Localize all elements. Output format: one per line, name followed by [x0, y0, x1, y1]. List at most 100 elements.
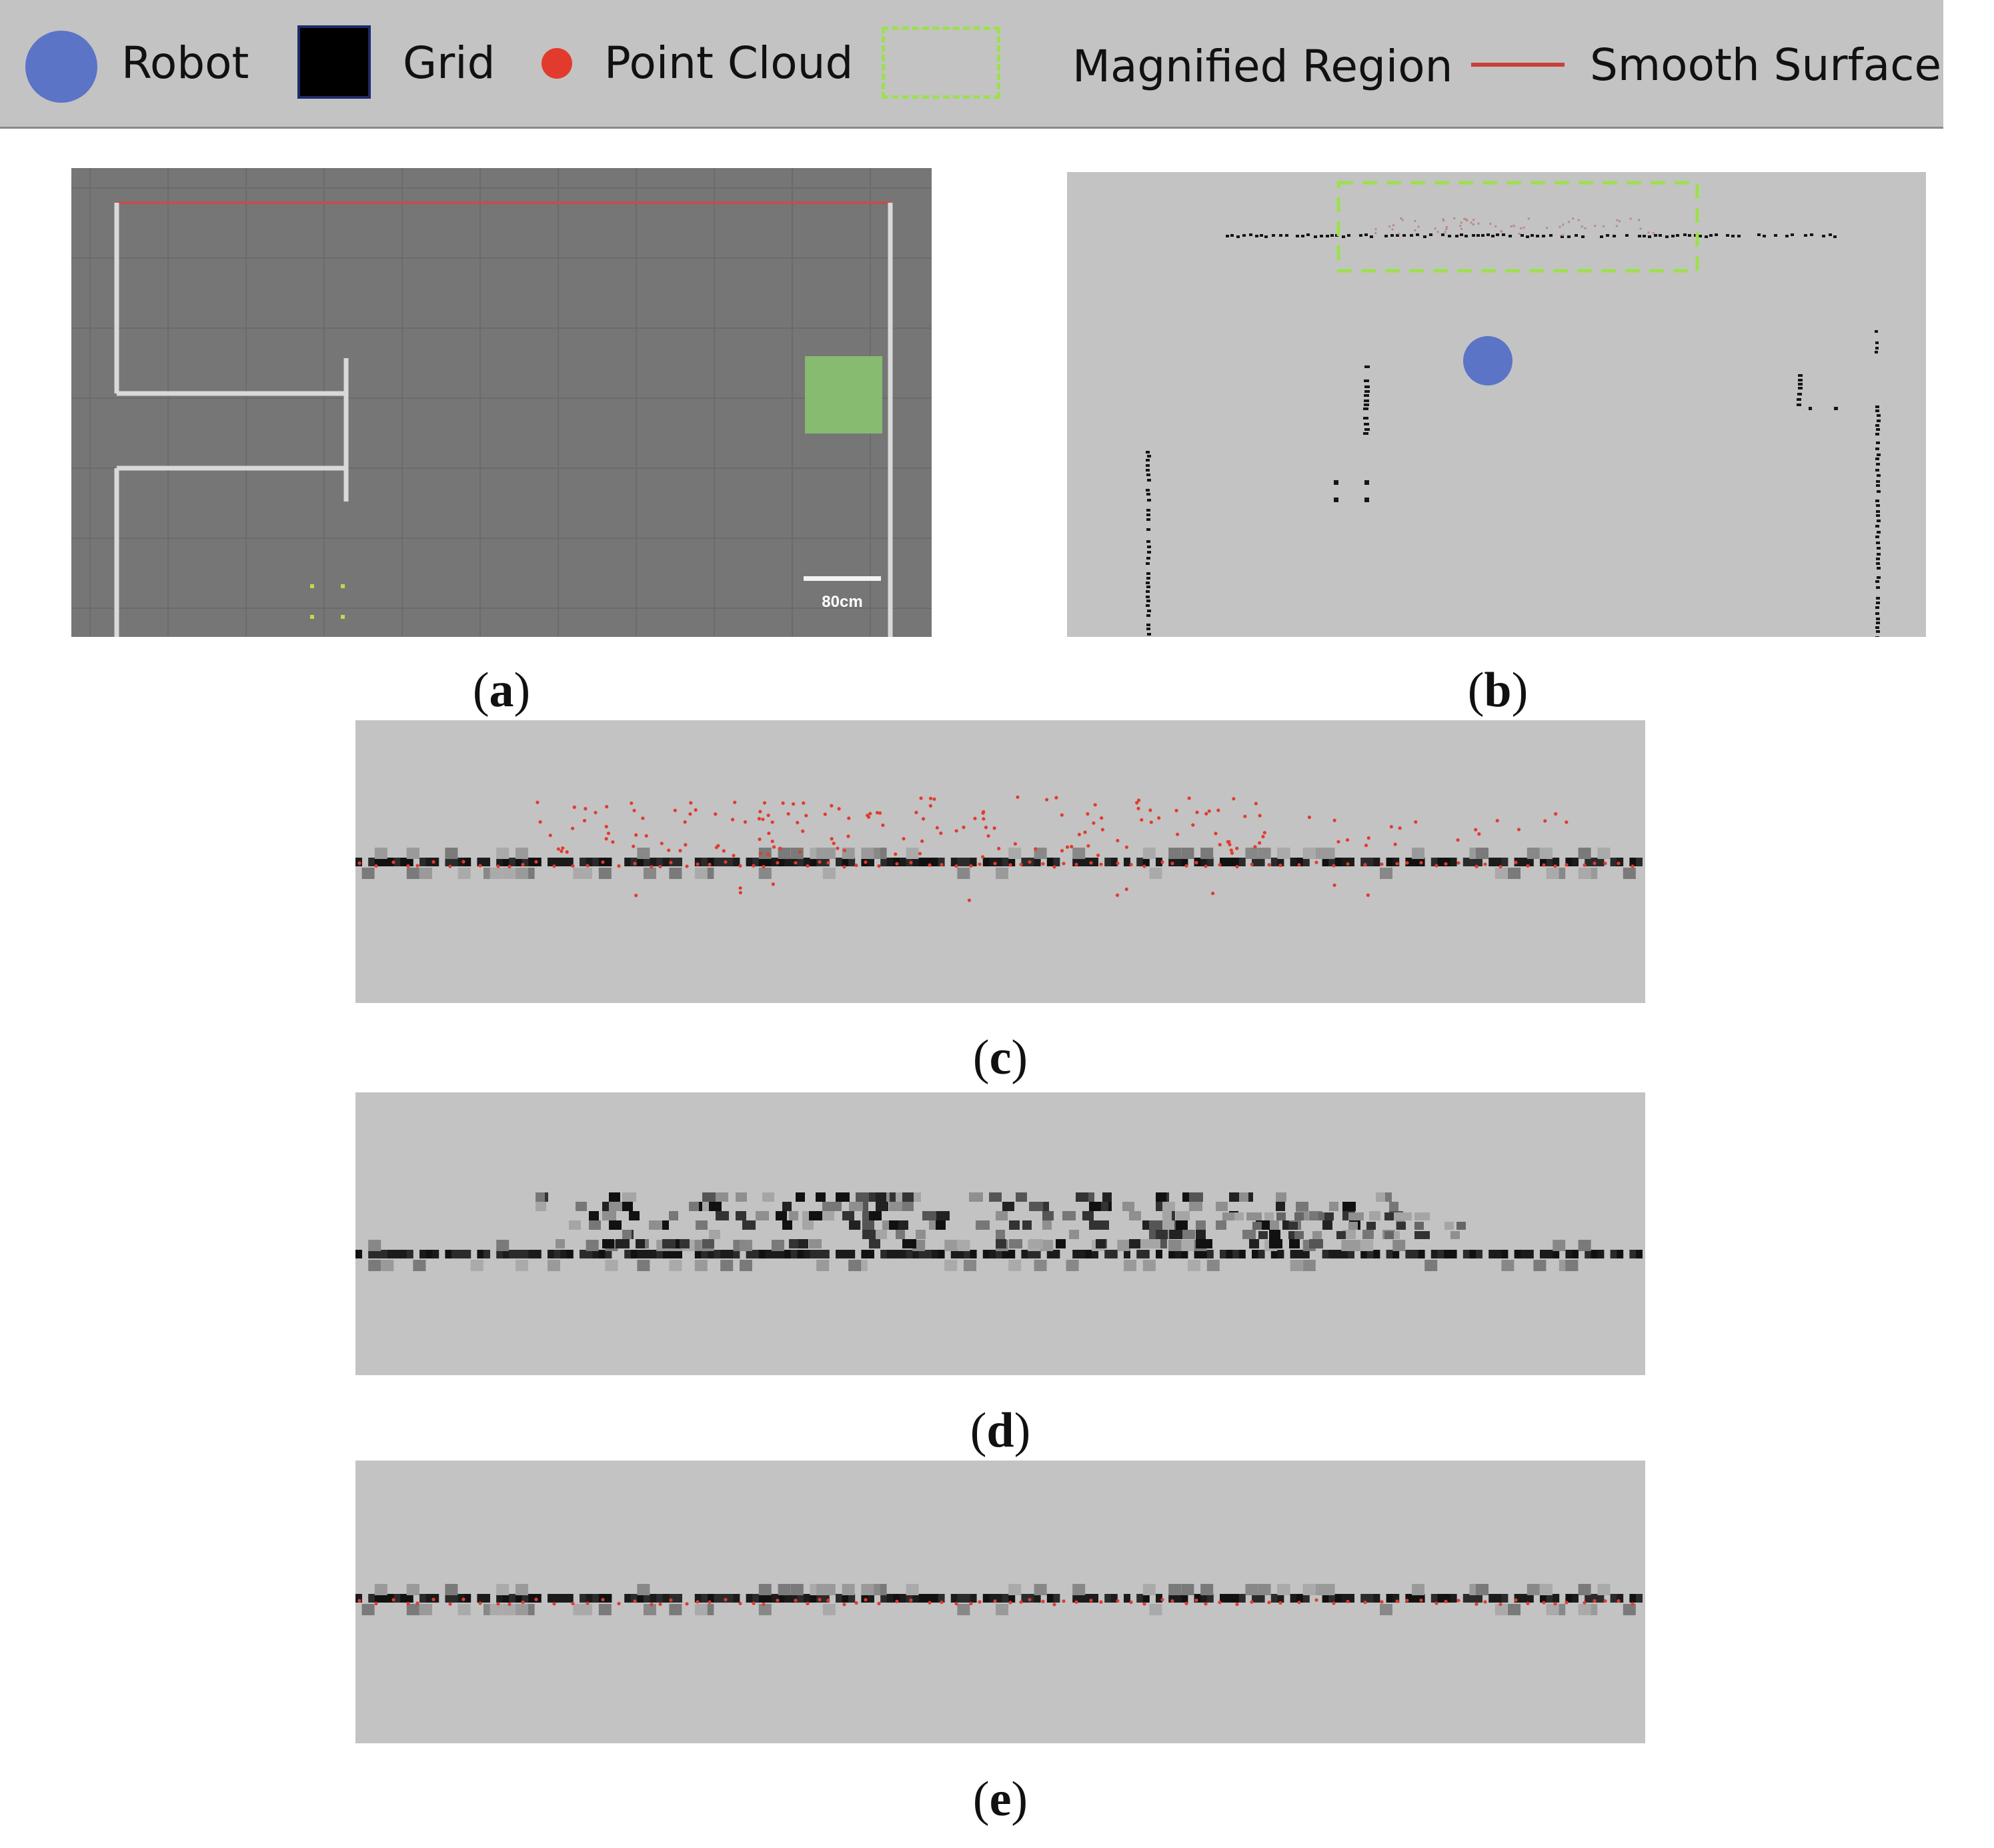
- grid-cell: [580, 1594, 586, 1603]
- grid-cell: [381, 858, 388, 866]
- grid-cell: [772, 1594, 778, 1603]
- panel-b-point: [1398, 233, 1400, 235]
- grid-cell-shade: [694, 1604, 708, 1615]
- grid-cell: [445, 1250, 452, 1258]
- grid-cell: [445, 858, 452, 866]
- panel-b-cell: [1757, 233, 1761, 236]
- point-cloud-point: [1393, 842, 1397, 846]
- grid-cell: [1028, 1250, 1034, 1258]
- point-cloud-point: [1456, 838, 1460, 842]
- grid-cell: [669, 1594, 676, 1603]
- grid-cell-shade: [1578, 1604, 1591, 1615]
- grid-cell: [1386, 858, 1393, 866]
- grid-cell: [1270, 1594, 1278, 1603]
- grid-cell: [374, 1594, 381, 1603]
- panel-b-point: [1391, 228, 1394, 231]
- grid-cell-shade: [1124, 1260, 1136, 1271]
- grid-cell: [726, 1250, 734, 1258]
- panel-b-cell: [1833, 235, 1837, 238]
- grid-cell-shade: [944, 1240, 958, 1251]
- panel-b-cell: [1575, 234, 1578, 237]
- grid-cell: [1591, 1250, 1598, 1258]
- grid-cell-noise: [589, 1220, 601, 1230]
- grid-cell: [1290, 858, 1297, 866]
- point-cloud-point: [733, 800, 737, 804]
- grid-cell: [1053, 1250, 1060, 1258]
- grid-cell: [822, 858, 830, 866]
- point-cloud-point: [1013, 842, 1017, 846]
- grid-cell: [906, 858, 913, 866]
- point-cloud-point: [1258, 841, 1262, 845]
- point-cloud-point: [1583, 1601, 1587, 1605]
- panel-b-cell: [1364, 394, 1369, 397]
- grid-cell: [1341, 858, 1348, 866]
- grid-cell: [393, 858, 401, 866]
- point-cloud-point: [1495, 818, 1499, 823]
- grid-cell-shade: [758, 848, 772, 859]
- grid-cell: [1008, 1594, 1016, 1603]
- point-cloud-point: [1364, 844, 1368, 848]
- point-cloud-point: [1514, 860, 1518, 864]
- point-cloud-point: [1366, 893, 1370, 897]
- grid-cell-shade: [957, 1240, 970, 1251]
- point-cloud-point: [658, 864, 662, 869]
- point-cloud-point: [1526, 1601, 1530, 1605]
- grid-cell: [1514, 1594, 1521, 1603]
- grid-cell-noise: [862, 1230, 876, 1239]
- grid-cell: [528, 858, 536, 866]
- grid-cell: [950, 858, 958, 866]
- point-cloud-point: [1187, 796, 1191, 800]
- grid-cell-noise: [1096, 1239, 1106, 1248]
- grid-cell: [1270, 1250, 1278, 1258]
- grid-cell-noise: [1042, 1220, 1052, 1230]
- panel-b-cell: [1146, 586, 1150, 588]
- point-cloud-point: [696, 862, 700, 866]
- panel-b-point: [1523, 226, 1525, 229]
- point-cloud-point: [1124, 887, 1128, 891]
- point-cloud-point: [552, 864, 556, 868]
- grid-cell-noise: [869, 1239, 880, 1248]
- point-cloud-point: [431, 860, 435, 864]
- grid-cell: [355, 1250, 362, 1258]
- grid-cell: [714, 1594, 721, 1603]
- grid-cell-shade: [1181, 1584, 1194, 1595]
- grid-cell: [1450, 858, 1457, 866]
- grid-cell: [886, 1250, 894, 1258]
- grid-cell: [566, 1250, 574, 1258]
- magnified-region-legend-icon: [882, 27, 1000, 99]
- point-cloud-point: [928, 1601, 932, 1605]
- grid-cell-shade: [496, 848, 510, 859]
- panel-b-cell: [1654, 234, 1657, 237]
- point-cloud-point: [1250, 862, 1254, 866]
- grid-cell-shade: [1546, 1604, 1559, 1615]
- grid-cell: [880, 1250, 888, 1258]
- panel-b-cell: [1364, 428, 1370, 431]
- grid-cell-shade: [1302, 848, 1316, 859]
- point-cloud-point: [940, 1600, 944, 1605]
- grid-cell: [548, 858, 554, 866]
- point-cloud-point: [1267, 1601, 1271, 1605]
- grid-cell: [765, 858, 772, 866]
- point-cloud-point: [770, 820, 774, 824]
- grid-cell-noise: [1362, 1230, 1374, 1239]
- grid-cell: [784, 1594, 792, 1603]
- grid-cell: [1437, 1250, 1444, 1258]
- point-cloud-point: [478, 1601, 482, 1605]
- grid-cell: [1553, 1250, 1560, 1258]
- panel-b-point: [1374, 231, 1377, 234]
- grid-cell: [1136, 858, 1144, 866]
- panel-b-cell: [1876, 558, 1880, 560]
- grid-cell: [880, 858, 888, 866]
- grid-cell-noise: [1246, 1212, 1256, 1220]
- grid-cell-shade: [605, 1260, 618, 1271]
- grid-cell-noise: [1269, 1220, 1279, 1230]
- panel-b-cell: [1877, 414, 1881, 417]
- panel-b-point: [1572, 217, 1575, 220]
- panel-b-point: [1463, 217, 1466, 220]
- grid-cell-shade: [1181, 1240, 1194, 1251]
- grid-cell-noise: [1269, 1239, 1282, 1248]
- grid-cell: [1232, 1594, 1240, 1603]
- grid-cell-shade: [822, 848, 836, 859]
- point-cloud-point: [902, 837, 906, 841]
- point-cloud-point: [1228, 842, 1232, 846]
